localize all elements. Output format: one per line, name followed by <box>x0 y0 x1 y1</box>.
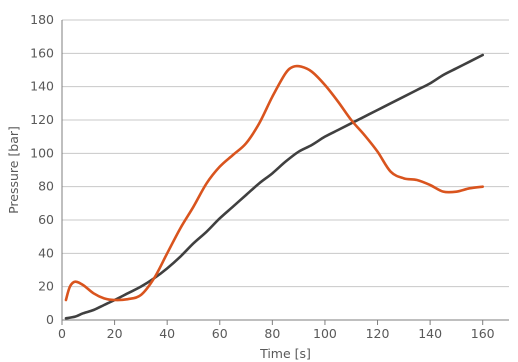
y-tick-label: 60 <box>38 212 54 227</box>
y-tick-label: 120 <box>30 112 54 127</box>
series-line-gray <box>64 53 485 320</box>
y-tick-label: 100 <box>30 145 54 160</box>
y-tick-label: 40 <box>38 245 54 260</box>
x-tick-label: 160 <box>471 326 495 341</box>
x-tick-label: 100 <box>313 326 337 341</box>
y-tick-label: 140 <box>30 79 54 94</box>
y-tick-label: 0 <box>46 312 54 327</box>
x-tick-labels: 0 20 40 60 80 100 120 140 160 <box>58 326 495 341</box>
axes <box>61 20 509 325</box>
x-tick-label: 120 <box>366 326 390 341</box>
x-axis-title: Time [s] <box>259 346 311 361</box>
x-tick-label: 40 <box>159 326 175 341</box>
series-group <box>64 53 485 320</box>
x-tick-label: 60 <box>212 326 228 341</box>
x-tick-label: 0 <box>58 326 66 341</box>
series-line-orange <box>64 64 485 302</box>
x-tick-label: 20 <box>107 326 123 341</box>
x-tick-label: 140 <box>418 326 442 341</box>
y-tick-labels: 0 20 40 60 80 100 120 140 160 180 <box>30 12 54 327</box>
y-axis-title: Pressure [bar] <box>6 126 21 214</box>
y-tick-label: 80 <box>38 179 54 194</box>
x-tick-label: 80 <box>264 326 280 341</box>
y-tick-label: 180 <box>30 12 54 27</box>
y-tick-label: 20 <box>38 279 54 294</box>
y-tick-label: 160 <box>30 45 54 60</box>
gridlines <box>62 19 509 288</box>
